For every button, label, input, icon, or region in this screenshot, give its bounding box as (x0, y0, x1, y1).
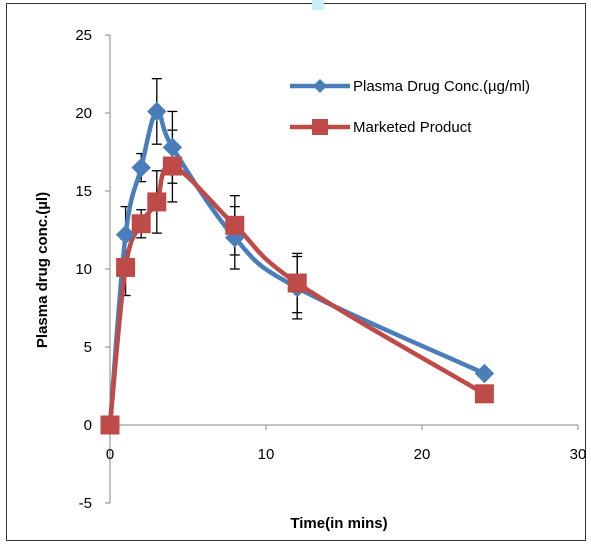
y-tick-label: 25 (75, 27, 92, 44)
data-point-square (474, 384, 494, 404)
data-point-diamond (115, 224, 136, 245)
legend-marker-diamond (313, 79, 327, 93)
data-point-diamond (131, 157, 151, 178)
series-markers (100, 101, 495, 435)
x-tick-label: 10 (258, 446, 275, 463)
y-tick-label: 5 (84, 339, 92, 356)
y-axis-title: Plasma drug conc.(µl) (34, 192, 51, 348)
y-tick-label: 20 (75, 105, 92, 122)
x-tick-label: 20 (414, 446, 431, 463)
axes: -5 0 5 10 15 20 25 0 10 20 30 (75, 27, 586, 512)
decorative-cyan-mark (312, 0, 324, 10)
data-point-square (100, 415, 120, 435)
x-tick-label: 30 (570, 446, 587, 463)
data-point-diamond (147, 101, 167, 122)
data-point-square (131, 214, 151, 234)
legend-label-1: Plasma Drug Conc.(µg/ml) (353, 78, 530, 95)
legend: Plasma Drug Conc.(µg/ml) Marketed Product (290, 78, 530, 136)
data-point-diamond (474, 363, 495, 384)
data-point-diamond (162, 137, 183, 158)
y-tick-label: 10 (75, 261, 92, 278)
data-point-square (147, 192, 167, 212)
y-tick-label: -5 (79, 495, 92, 512)
data-point-square (287, 273, 307, 293)
y-tick-label: 15 (75, 183, 92, 200)
legend-marker-square (312, 119, 328, 135)
legend-label-2: Marketed Product (353, 119, 472, 136)
data-point-square (116, 257, 136, 277)
data-point-square (225, 215, 245, 235)
x-tick-label: 0 (106, 446, 114, 463)
x-axis-title: Time(in mins) (290, 515, 387, 532)
data-point-square (162, 156, 182, 176)
y-tick-label: 0 (84, 417, 92, 434)
chart-frame (6, 3, 586, 541)
